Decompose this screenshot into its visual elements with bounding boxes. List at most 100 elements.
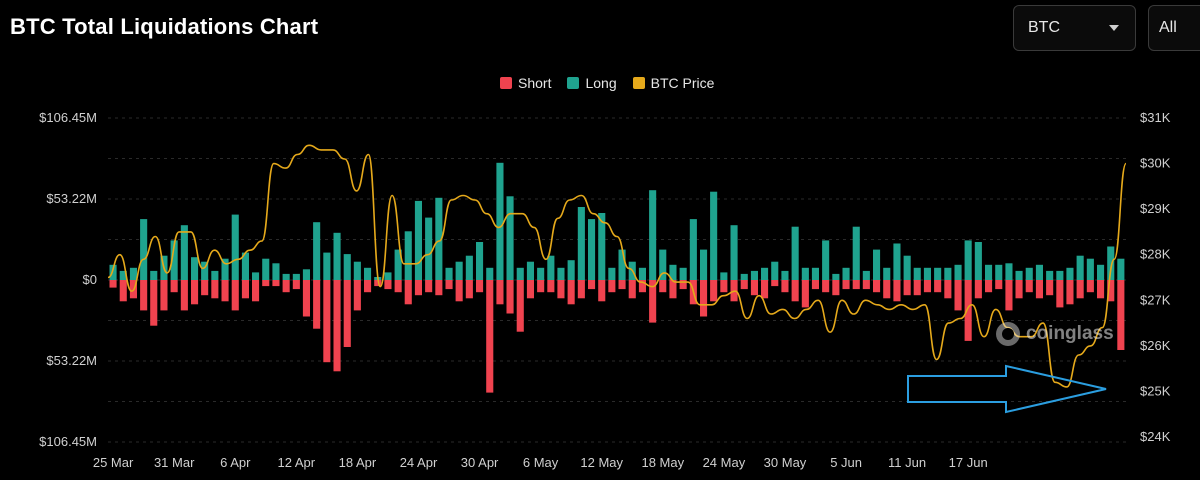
legend-label-btc-price: BTC Price	[650, 75, 715, 91]
long-bar	[465, 255, 473, 280]
long-bar	[771, 261, 779, 280]
long-bar	[934, 267, 942, 280]
x-tick-label: 17 Jun	[949, 455, 988, 470]
annotation-arrow	[907, 364, 1107, 414]
long-bar	[913, 267, 921, 280]
long-bar	[191, 257, 199, 280]
short-bar	[506, 280, 514, 314]
long-bar	[923, 267, 931, 280]
long-bar	[852, 226, 860, 280]
long-bar	[750, 270, 758, 280]
long-bar	[1015, 270, 1023, 280]
long-bar	[1086, 258, 1094, 280]
left-y-axis: $106.45M $53.22M $0 $53.22M $106.45M	[39, 110, 97, 449]
short-bar	[1117, 280, 1125, 350]
y2-tick-label: $28K	[1140, 247, 1171, 262]
short-bar	[588, 280, 596, 290]
short-bar	[628, 280, 636, 299]
long-bar	[323, 252, 331, 280]
long-bar	[201, 261, 209, 280]
x-tick-label: 24 May	[703, 455, 746, 470]
short-bar	[903, 280, 911, 296]
long-bar	[679, 267, 687, 280]
short-bar	[638, 280, 646, 293]
short-bar	[455, 280, 463, 302]
asset-select[interactable]: BTC	[1013, 5, 1136, 51]
long-bar	[1025, 267, 1033, 280]
short-bar	[140, 280, 148, 311]
short-bar	[659, 280, 667, 293]
legend-swatch-btc-price	[632, 77, 645, 89]
legend-item-btc-price[interactable]: BTC Price	[632, 75, 715, 91]
long-bar	[740, 273, 748, 280]
short-bar	[923, 280, 931, 293]
short-bar	[252, 280, 260, 302]
short-bar	[649, 280, 657, 323]
short-bar	[740, 280, 748, 290]
long-bar	[700, 249, 708, 280]
short-bar	[119, 280, 127, 302]
watermark-text: coinglass	[1026, 323, 1114, 344]
short-bar	[364, 280, 372, 293]
short-bar	[160, 280, 168, 311]
short-bar	[679, 280, 687, 290]
short-bar	[282, 280, 290, 293]
legend-item-long[interactable]: Long	[567, 75, 617, 91]
long-bar	[1097, 264, 1105, 280]
long-bar	[638, 267, 646, 280]
short-bar	[465, 280, 473, 299]
long-bar	[1066, 267, 1074, 280]
long-bar	[486, 267, 494, 280]
long-bar	[1076, 255, 1084, 280]
long-bar	[567, 260, 575, 280]
x-tick-label: 11 Jun	[888, 455, 926, 470]
long-bar	[557, 267, 565, 280]
short-bar	[343, 280, 351, 347]
long-bar	[150, 270, 158, 280]
y-tick-label: $0	[83, 272, 97, 287]
long-bar	[801, 267, 809, 280]
long-bar	[781, 270, 789, 280]
long-bar	[414, 200, 422, 280]
chart-gridlines	[108, 117, 1126, 443]
arrow-right-icon	[907, 364, 1107, 414]
y-tick-label: $53.22M	[46, 191, 97, 206]
long-bar	[221, 258, 229, 280]
short-bar	[995, 280, 1003, 290]
short-bar	[791, 280, 799, 302]
long-bar	[109, 264, 117, 280]
x-tick-label: 30 Apr	[461, 455, 499, 470]
chevron-down-icon	[1109, 25, 1119, 31]
short-bar	[201, 280, 209, 296]
long-bar	[211, 270, 219, 280]
long-bar	[659, 249, 667, 280]
long-bar	[506, 196, 514, 280]
legend-item-short[interactable]: Short	[500, 75, 551, 91]
y-tick-label: $53.22M	[46, 353, 97, 368]
page-title: BTC Total Liquidations Chart	[10, 14, 319, 39]
short-bar	[353, 280, 361, 311]
long-bar	[985, 264, 993, 280]
short-bar	[964, 280, 972, 341]
short-bar	[944, 280, 952, 299]
short-bar	[1086, 280, 1094, 293]
short-bar	[893, 280, 901, 302]
long-bar	[1035, 264, 1043, 280]
range-select[interactable]: All	[1148, 5, 1200, 51]
short-bar	[323, 280, 331, 363]
short-bar	[414, 280, 422, 296]
x-tick-label: 24 Apr	[400, 455, 438, 470]
long-bar	[1046, 270, 1054, 280]
y2-tick-label: $26K	[1140, 338, 1171, 353]
legend-label-long: Long	[585, 75, 617, 91]
short-bar	[435, 280, 443, 296]
short-bar	[700, 280, 708, 317]
asset-select-value: BTC	[1028, 19, 1060, 36]
short-bar	[1025, 280, 1033, 293]
long-bar	[252, 272, 260, 280]
y2-tick-label: $27K	[1140, 292, 1171, 307]
short-bar	[598, 280, 606, 302]
long-bar	[404, 231, 412, 280]
long-bar	[903, 255, 911, 280]
x-tick-label: 25 Mar	[93, 455, 134, 470]
